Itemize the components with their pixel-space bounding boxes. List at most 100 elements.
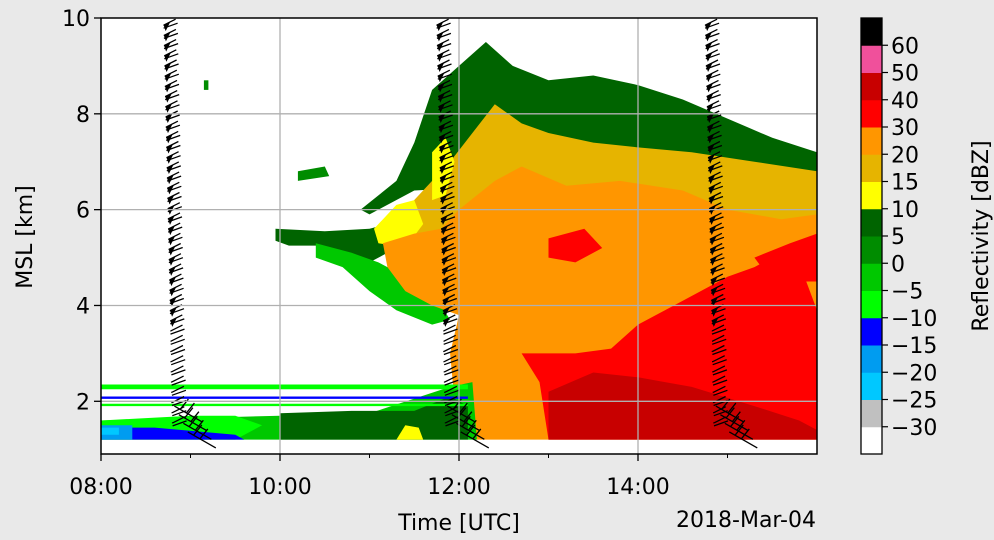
wind-barb — [443, 375, 459, 386]
echo-region-21 — [203, 80, 209, 90]
wind-barb-flag — [442, 286, 450, 297]
wind-barb-flag — [707, 112, 715, 123]
wind-barb-flag — [711, 286, 719, 297]
wind-barb-flag — [706, 61, 714, 72]
wind-barb-flag — [165, 112, 173, 123]
echo-region-8 — [548, 228, 603, 263]
wind-barbs-layer — [163, 18, 758, 449]
colorbar-segment — [861, 72, 882, 101]
wind-barb — [443, 324, 458, 335]
wind-barb-flag — [710, 245, 718, 256]
wind-barb — [170, 344, 186, 356]
wind-barb-flag — [440, 174, 448, 185]
wind-barb-flag — [443, 306, 451, 317]
wind-barb-flag — [709, 214, 717, 225]
echo-region-14 — [101, 384, 468, 390]
wind-barb-flag — [707, 123, 715, 134]
echo-region-16 — [101, 427, 245, 440]
wind-barb-flag — [439, 143, 447, 154]
colorbar-tick-label: 50 — [891, 62, 919, 87]
colorbar-tick-label: 5 — [891, 225, 905, 250]
y-tick-label: 6 — [76, 199, 90, 224]
wind-barb — [170, 355, 186, 366]
wind-barb-flag — [705, 51, 713, 62]
colorbar-tick-label: −25 — [891, 389, 937, 414]
wind-barb-flag — [165, 123, 173, 134]
colorbar-segment — [861, 181, 882, 210]
colorbar-segment — [861, 372, 882, 400]
wind-barb-flag — [166, 163, 174, 174]
y-tick-label: 4 — [76, 294, 90, 319]
wind-barb-flag — [168, 245, 176, 256]
wind-barb-flag — [438, 123, 446, 134]
wind-barb-flag — [164, 41, 172, 52]
x-tick-label: 12:00 — [427, 475, 490, 500]
wind-barb-flag — [437, 51, 445, 62]
wind-barb — [444, 385, 460, 396]
wind-barb-flag — [440, 194, 448, 205]
wind-barb-flag — [169, 276, 177, 287]
colorbar-tick-label: −20 — [891, 361, 937, 386]
wind-barb — [712, 375, 728, 386]
wind-barb-flag — [438, 112, 446, 123]
wind-barb — [443, 355, 459, 366]
wind-barb-flag — [440, 184, 448, 195]
wind-barb-flag — [437, 72, 445, 83]
wind-barb — [712, 355, 727, 366]
wind-barb-flag — [709, 235, 717, 246]
wind-barb-flag — [710, 276, 718, 287]
y-tick-label: 2 — [76, 390, 90, 415]
wind-barb-flag — [708, 153, 716, 164]
y-tick-label: 8 — [76, 103, 90, 128]
wind-barb-flag — [711, 306, 719, 317]
wind-barb-flag — [439, 163, 447, 174]
colorbar-label: Reflectivity [dBZ] — [969, 140, 994, 331]
wind-barb-flag — [442, 265, 450, 276]
echo-region-12 — [280, 396, 468, 440]
wind-barb-flag — [706, 92, 714, 103]
wind-barb-flag — [163, 31, 171, 42]
wind-barb-flag — [168, 255, 176, 266]
wind-barb — [712, 385, 728, 396]
echo-region-10 — [548, 372, 817, 440]
wind-barb-profile-2 — [704, 18, 758, 449]
x-tick-label: 14:00 — [606, 475, 669, 500]
wind-barb-surface — [187, 424, 217, 449]
wind-barb-flag — [169, 296, 177, 307]
wind-barb-flag — [163, 21, 171, 32]
wind-barb — [171, 416, 187, 427]
x-axis-ticks: 08:00 10:00 12:00 14:00 — [69, 454, 728, 500]
wind-barb-flag — [441, 235, 449, 246]
wind-barb — [711, 344, 727, 356]
colorbar-segment — [861, 208, 882, 237]
colorbar-segment — [861, 263, 882, 291]
wind-barb-flag — [437, 82, 445, 93]
y-axis-label: MSL [km] — [13, 185, 38, 289]
colorbar-segment — [861, 154, 882, 182]
wind-barb-flag — [443, 316, 451, 327]
colorbar-tick-label: −30 — [891, 416, 937, 441]
colorbar-segment — [861, 99, 882, 128]
x-axis-label: Time [UTC] — [397, 511, 520, 536]
wind-barb-flag — [168, 225, 176, 236]
wind-barb-flag — [708, 174, 716, 185]
wind-barb-flag — [439, 133, 447, 144]
wind-barb-surface — [460, 424, 490, 449]
wind-barb-flag — [441, 245, 449, 256]
wind-barb-flag — [167, 184, 175, 195]
wind-barb — [711, 334, 727, 345]
wind-barb — [711, 324, 727, 335]
wind-barb-flag — [438, 92, 446, 103]
y-axis-ticks: 2 4 6 8 10 — [62, 7, 101, 415]
wind-barb-flag — [168, 235, 176, 246]
wind-barb-flag — [164, 51, 172, 62]
wind-barb — [170, 365, 186, 376]
wind-barb-profile-0 — [163, 18, 217, 449]
echo-region-2 — [315, 243, 451, 325]
wind-barb — [443, 344, 459, 356]
wind-barb — [713, 416, 729, 427]
wind-barb-flag — [710, 255, 718, 266]
colorbar-segment — [861, 426, 882, 455]
wind-barb-flag — [705, 21, 713, 32]
